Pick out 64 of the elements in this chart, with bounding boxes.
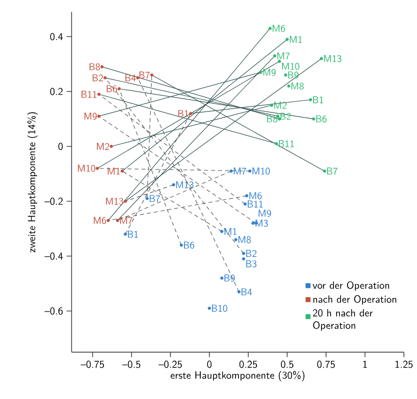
data-label: B6 (316, 115, 327, 123)
data-label: M1 (290, 36, 302, 43)
legend-label: 20 h nach der Operation (312, 309, 373, 331)
data-label: B1 (178, 110, 188, 117)
x-tick-label: 0.5 (280, 360, 294, 368)
data-label: B1 (128, 230, 138, 238)
data-label: B3 (246, 260, 256, 268)
data-label: B4 (242, 288, 252, 296)
y-tick-label: 0.2 (50, 88, 63, 96)
data-label: B9 (288, 72, 299, 79)
data-label: B11 (82, 90, 96, 98)
data-label: M2 (274, 102, 286, 109)
data-label: M10 (78, 164, 96, 172)
data-label: B6 (106, 85, 117, 92)
data-label: M10 (282, 62, 300, 70)
data-label: M8 (238, 236, 251, 244)
data-label: B7 (327, 168, 338, 175)
data-label: M7 (234, 168, 246, 175)
x-tick-label: –0.25 (158, 360, 182, 368)
y-tick-label: –0.6 (44, 307, 63, 315)
x-axis-title: erste Hauptkomponente (30%) (170, 370, 304, 382)
data-label: M13 (106, 198, 124, 205)
x-tick-label: 0 (207, 360, 212, 368)
x-tick-label: 1.25 (396, 360, 413, 368)
data-label: M1 (224, 228, 236, 235)
data-label: B9 (224, 274, 235, 282)
data-label: M9 (84, 112, 97, 120)
data-label: M9 (258, 210, 272, 217)
data-label: B8 (90, 63, 100, 70)
data-label: B7 (150, 195, 160, 202)
data-label: B6 (184, 242, 194, 249)
data-label: M6 (249, 192, 262, 200)
data-label: M13 (176, 181, 194, 188)
data-label: B4 (125, 74, 136, 82)
data-label: B1 (313, 96, 324, 104)
data-label: M7 (120, 216, 132, 224)
data-label: M8 (291, 82, 304, 90)
data-label: M6 (94, 216, 106, 224)
data-label: M13 (324, 55, 342, 62)
y-tick-label: –0.4 (44, 252, 63, 260)
data-label: M2 (96, 142, 110, 150)
x-tick-label: 1 (363, 360, 367, 368)
data-label: M10 (252, 168, 270, 175)
x-tick-label: 0.25 (239, 360, 258, 368)
data-label: M1 (108, 168, 120, 175)
x-tick-label: –0.75 (80, 360, 104, 368)
data-label: B11 (248, 200, 263, 208)
y-tick-label: 0.4 (50, 33, 63, 40)
data-label: B10 (212, 304, 228, 312)
y-axis-title: zweite Hauptkomponente (14%) (27, 112, 38, 252)
data-label: M6 (272, 24, 286, 32)
data-label: M7 (277, 52, 290, 60)
y-tick-label: 0 (58, 142, 63, 150)
data-label: B2 (246, 250, 256, 257)
legend-label: nach der Operation (313, 295, 396, 305)
data-label: B11 (278, 140, 294, 148)
x-tick-label: 0.75 (317, 360, 335, 368)
data-label: B8 (267, 115, 278, 123)
data-label: B7 (139, 72, 150, 79)
x-tick-label: –0.5 (122, 360, 140, 368)
data-label: M9 (263, 68, 276, 76)
data-label: B2 (92, 74, 103, 82)
legend-label: vor der Operation (312, 281, 390, 291)
y-tick-label: –0.2 (44, 198, 63, 205)
